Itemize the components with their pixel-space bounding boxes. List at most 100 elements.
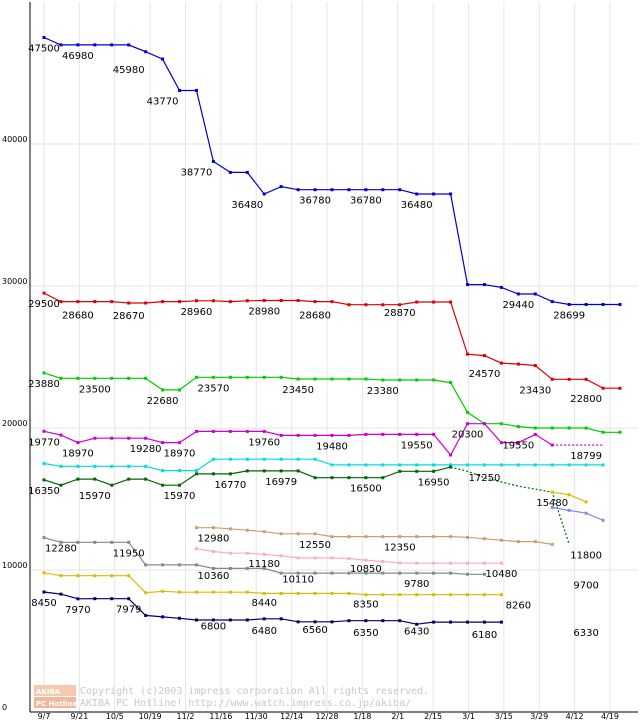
data-point [194, 618, 198, 622]
data-point [347, 188, 351, 192]
data-label: 15970 [79, 491, 111, 502]
data-label: 11800 [570, 550, 602, 561]
data-point [279, 375, 283, 379]
data-point [381, 559, 385, 563]
data-point [296, 377, 300, 381]
data-point [364, 188, 368, 192]
data-label: 28680 [62, 311, 94, 322]
data-point [466, 593, 470, 597]
data-point [211, 299, 215, 303]
data-point [279, 591, 283, 595]
data-point [449, 465, 453, 469]
data-point [211, 590, 215, 594]
data-point [347, 571, 351, 575]
data-point [194, 429, 198, 433]
data-label: 29500 [28, 299, 60, 310]
data-point [296, 620, 300, 624]
data-label: 46980 [62, 51, 94, 62]
data-point [584, 426, 588, 430]
data-point [330, 591, 334, 595]
data-point [398, 378, 402, 382]
data-point [533, 292, 537, 296]
data-point [466, 620, 470, 624]
data-point [415, 463, 419, 467]
data-point [228, 527, 232, 531]
data-point [127, 477, 131, 481]
x-tick-label: 11/30 [245, 712, 268, 720]
data-point [228, 566, 232, 570]
data-point [127, 574, 131, 578]
x-tick-label: 10/19 [139, 712, 162, 720]
data-point [330, 535, 334, 539]
data-point [567, 302, 571, 306]
data-point [59, 433, 63, 437]
data-point [161, 57, 165, 61]
data-point [466, 463, 470, 467]
data-point [482, 537, 486, 541]
data-point [415, 593, 419, 597]
data-point [432, 463, 436, 467]
data-point [381, 432, 385, 436]
y-tick-label: 40000 [2, 135, 27, 144]
data-point [110, 574, 114, 578]
data-point [364, 535, 368, 539]
data-point [279, 185, 283, 189]
data-point [144, 376, 148, 380]
data-point [211, 457, 215, 461]
data-point [313, 532, 317, 536]
data-point [76, 441, 80, 445]
data-point [161, 441, 165, 445]
series [42, 36, 622, 306]
data-point [499, 593, 503, 597]
data-point [178, 616, 182, 620]
data-point [228, 590, 232, 594]
data-point [347, 619, 351, 623]
data-point [76, 574, 80, 578]
data-point [415, 432, 419, 436]
data-point [178, 388, 182, 392]
data-point [347, 377, 351, 381]
data-point [415, 561, 419, 565]
data-point [398, 188, 402, 192]
data-point [449, 620, 453, 624]
data-point [398, 561, 402, 565]
data-point [415, 469, 419, 473]
data-point [110, 597, 114, 601]
data-label: 7970 [65, 605, 90, 616]
data-point [584, 377, 588, 381]
data-point [618, 302, 622, 306]
data-point [347, 303, 351, 307]
data-point [42, 478, 46, 482]
data-point [313, 457, 317, 461]
data-label: 19480 [316, 441, 348, 452]
data-point [584, 463, 588, 467]
data-point [279, 571, 283, 575]
series [42, 457, 605, 473]
data-point [381, 463, 385, 467]
data-label: 28980 [248, 306, 280, 317]
data-point [364, 593, 368, 597]
data-point [330, 556, 334, 560]
data-point [211, 550, 215, 554]
data-point [127, 436, 131, 440]
data-label: 16500 [350, 484, 382, 495]
data-point [245, 299, 249, 303]
copyright-line2: AKIBA PC Hotline! http://www.watch.impre… [80, 698, 411, 709]
data-point [144, 301, 148, 305]
data-label: 17250 [469, 473, 501, 484]
data-point [161, 563, 165, 567]
data-point [364, 476, 368, 480]
data-point [296, 457, 300, 461]
data-point [466, 352, 470, 356]
x-tick-label: 3/15 [495, 712, 513, 720]
data-point [245, 551, 249, 555]
data-point [499, 285, 503, 289]
data-label: 16979 [265, 477, 297, 488]
data-point [499, 361, 503, 365]
x-tick-label: 9/21 [70, 712, 88, 720]
data-point [42, 462, 46, 465]
data-point [161, 483, 165, 487]
data-point [466, 535, 470, 539]
data-point [279, 469, 283, 473]
logo-line2: PC Hotline! [36, 700, 80, 708]
